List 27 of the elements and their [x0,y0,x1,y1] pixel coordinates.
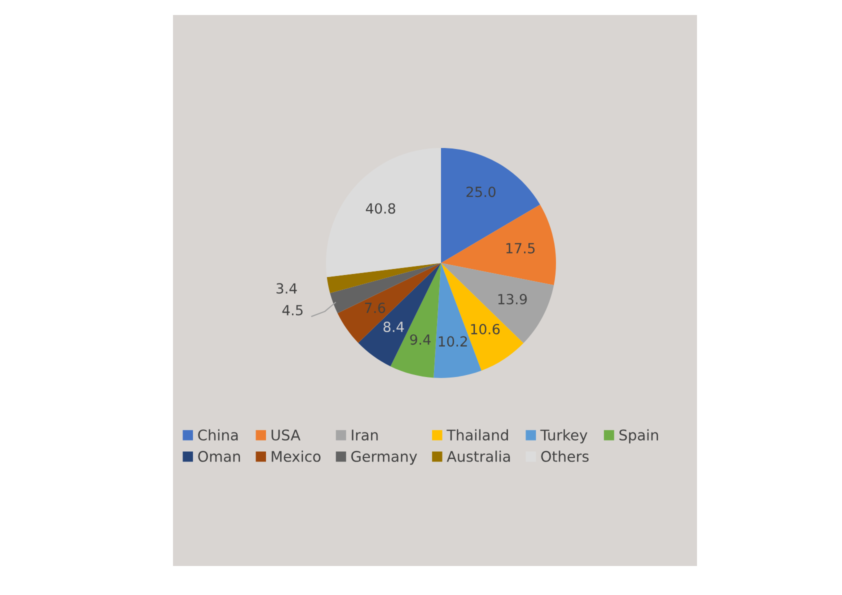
data-label: 7.6 [365,302,386,314]
legend-label: Turkey [540,429,588,444]
data-label: 10.6 [471,324,500,334]
legend-label: Others [541,450,589,462]
data-label: 8.4 [384,322,404,332]
pie-slice [326,148,441,278]
legend-label: Iran [352,430,378,441]
legend-label: USA [272,430,300,441]
pie-slice [441,204,556,286]
data-label: 13.9 [498,294,527,304]
legend-label: Mexico [272,450,320,462]
data-label: 9.4 [410,334,431,345]
legend-label: Australia [446,450,510,462]
legend-label: Germany [351,450,418,465]
legend-label: Thailand [446,429,508,441]
data-label: 17.5 [506,243,535,254]
pie-slice [441,148,540,263]
legend-label: Oman [198,450,240,462]
data-label: 25.0 [466,186,496,198]
pie-slice [326,263,441,294]
data-label: 10.2 [438,336,467,347]
data-label: 40.8 [366,203,396,214]
data-label: 4.5 [282,305,303,316]
legend-label: Spain [619,429,658,444]
pie-slice [330,263,441,314]
data-label: 3.4 [276,283,297,294]
legend-label: China [198,429,238,441]
